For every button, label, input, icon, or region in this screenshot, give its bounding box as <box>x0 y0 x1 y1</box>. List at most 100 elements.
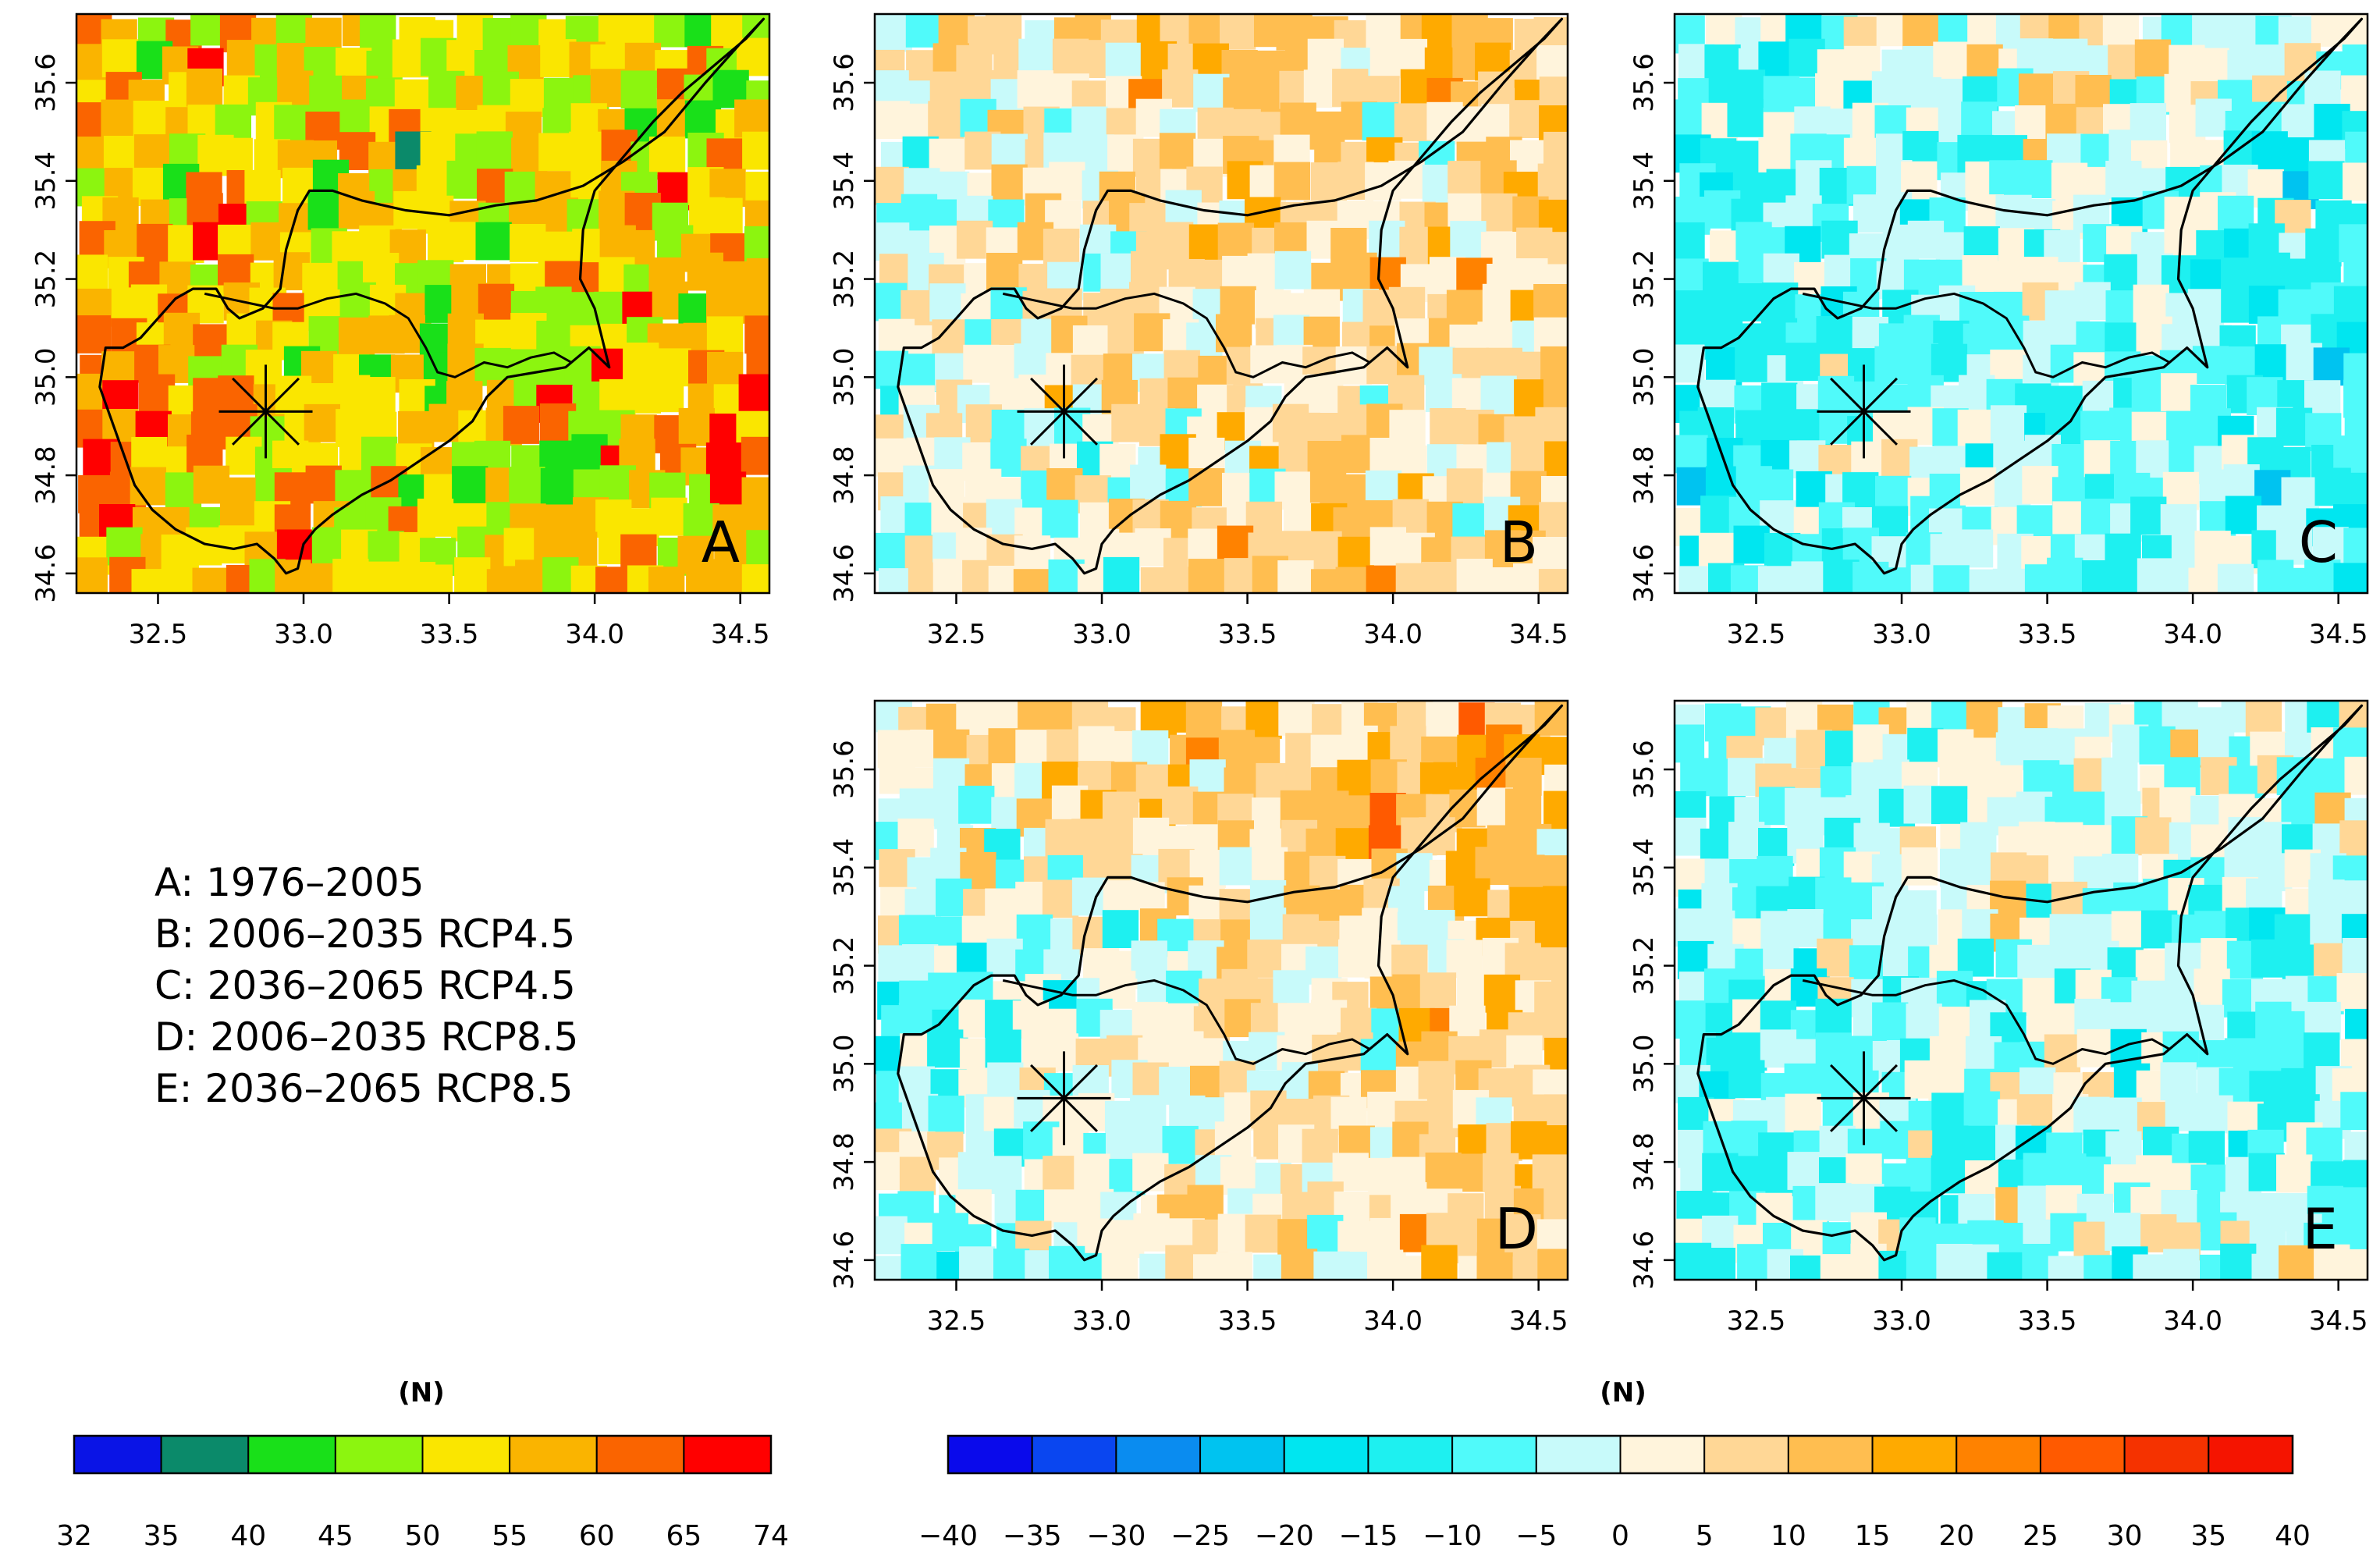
grid-cell <box>1448 161 1484 199</box>
grid-cell <box>1992 568 2030 593</box>
grid-cell <box>1757 566 1795 593</box>
grid-cell <box>2333 563 2368 593</box>
x-tick-label: 32.5 <box>927 1305 986 1337</box>
grid-cell <box>1735 344 1771 382</box>
grid-cell <box>2339 820 2368 859</box>
grid-cell <box>2074 282 2111 321</box>
x-tick-label: 33.5 <box>1218 619 1277 650</box>
grid-cell <box>590 69 627 108</box>
grid-cell <box>2343 254 2368 293</box>
grid-cell <box>2304 1032 2340 1071</box>
panel-letter: D <box>1495 1196 1538 1262</box>
grid-cell <box>1158 569 1195 593</box>
grid-cell <box>1419 972 1457 1011</box>
colorbar-label: 40 <box>230 1520 266 1552</box>
grid-cell <box>1675 222 1705 261</box>
grid-cell <box>1071 877 1109 916</box>
x-tick-label: 34.0 <box>565 619 624 650</box>
grid-cell <box>2105 1131 2142 1170</box>
colorbar-label: −30 <box>1086 1520 1146 1552</box>
grid-cell <box>2022 728 2059 766</box>
legend-line-c: C: 2036–2065 RCP4.5 <box>155 963 576 1008</box>
station-marker <box>1817 1051 1911 1146</box>
colorbar-swatch <box>1535 1435 1622 1474</box>
grid-cell <box>648 137 686 175</box>
grid-cell <box>186 68 223 107</box>
grid-cell <box>2162 471 2200 510</box>
grid-cell <box>985 14 1022 49</box>
grid-cell <box>2163 1249 2200 1280</box>
grid-cell <box>1362 102 1398 140</box>
grid-cell <box>1276 14 1313 51</box>
colorbar-label: 0 <box>1611 1520 1629 1552</box>
grid-cell <box>1483 974 1521 1013</box>
grid-cell <box>1307 1214 1344 1253</box>
grid-cell <box>2165 1092 2201 1131</box>
grid-cell <box>1540 346 1568 385</box>
y-tick-label: 35.4 <box>1629 838 1660 897</box>
y-tick-label: 35.2 <box>829 936 860 996</box>
grid-cell <box>2343 162 2368 201</box>
grid-cell <box>416 564 453 593</box>
grid-cell <box>2130 496 2167 535</box>
grid-cell <box>307 191 344 230</box>
panel-frame <box>873 699 1569 1281</box>
grid-cell <box>1535 407 1568 446</box>
grid-cell <box>2276 1154 2313 1193</box>
grid-cell <box>738 374 769 413</box>
grid-cell <box>274 105 311 144</box>
grid-cell <box>706 562 744 593</box>
grid-cell <box>1791 561 1828 593</box>
x-tick-label: 32.5 <box>927 619 986 650</box>
grid-cell <box>359 377 396 415</box>
panel-frame <box>75 12 771 595</box>
colorbar-label: 10 <box>1771 1520 1806 1552</box>
grid-cell <box>1245 1214 1281 1253</box>
division-line <box>1002 979 1371 1065</box>
grid-cell <box>1046 729 1083 768</box>
colorbar-swatch <box>2123 1435 2210 1474</box>
grid-cell <box>1042 499 1078 538</box>
grid-cell <box>2135 817 2172 856</box>
colorbar-swatch <box>1451 1435 1537 1474</box>
colorbar-label: 35 <box>2190 1520 2226 1552</box>
grid-cell <box>2245 701 2282 737</box>
y-tick-label: 35.4 <box>30 151 62 211</box>
grid-cell <box>1965 1160 2002 1199</box>
grid-cell <box>1130 1095 1167 1134</box>
grid-cell <box>2313 347 2350 386</box>
grid-cell <box>1214 1121 1252 1160</box>
y-tick-label: 35.6 <box>829 740 860 799</box>
x-tick-label: 34.5 <box>1509 1305 1568 1337</box>
grid-cell <box>1074 1153 1110 1192</box>
grid-cell <box>1957 409 1994 448</box>
grid-cell <box>1543 131 1568 170</box>
grid-cell <box>2101 757 2138 796</box>
grid-cell <box>1454 878 1490 917</box>
grid-cell <box>76 254 108 293</box>
grid-cell <box>2197 1095 2233 1134</box>
grid-cell <box>1731 283 1767 321</box>
grid-cell <box>983 701 1021 734</box>
colorbar-swatch <box>1199 1435 1285 1474</box>
grid-cell <box>1188 885 1225 924</box>
grid-cell <box>1216 1252 1252 1280</box>
grid-cell <box>1543 1184 1568 1223</box>
colorbar-label: −25 <box>1170 1520 1230 1552</box>
grid-cell <box>1391 1182 1427 1220</box>
x-tick-label: 33.0 <box>1872 1305 1931 1337</box>
grid-cell <box>2218 195 2254 234</box>
grid-cell <box>569 131 606 170</box>
coastline <box>1696 704 2364 1262</box>
panel-c: 32.5 33.0 33.5 34.0 34.5 34.6 34.8 35.0 35.2 35.4… <box>1629 12 2369 650</box>
grid-cell <box>929 283 966 321</box>
grid-cell <box>193 465 230 504</box>
grid-cell <box>1961 101 1998 140</box>
division-line <box>1802 292 2171 378</box>
grid-cell <box>192 567 229 593</box>
grid-cell <box>131 569 168 593</box>
panel-frame <box>1673 699 2369 1281</box>
coastline <box>897 704 1564 1262</box>
grid-cell <box>2333 435 2368 474</box>
